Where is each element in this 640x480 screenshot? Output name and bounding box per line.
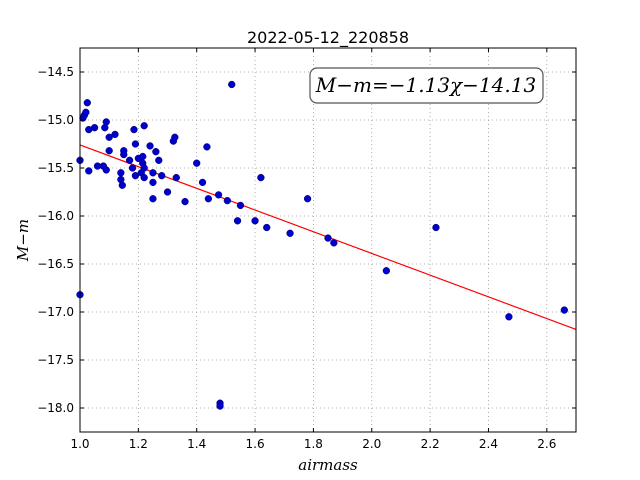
x-tick-label: 1.2 — [129, 437, 148, 451]
y-tick-label: −15.0 — [37, 113, 74, 127]
data-point — [118, 181, 126, 189]
data-point — [505, 313, 513, 321]
data-point — [172, 173, 180, 182]
equation-annotation: M−m=−1.13χ−14.13 — [309, 67, 544, 104]
data-point — [85, 167, 93, 175]
data-point — [102, 166, 110, 174]
data-point — [228, 80, 236, 89]
data-point — [105, 133, 113, 141]
data-point — [149, 178, 157, 187]
chart-title: 2022-05-12_220858 — [247, 28, 409, 48]
y-tick-label: −17.0 — [37, 305, 74, 319]
data-point — [214, 191, 223, 199]
data-point — [193, 159, 201, 167]
data-point — [130, 125, 138, 134]
data-point — [149, 169, 157, 177]
equation-text: M−m=−1.13χ−14.13 — [315, 73, 536, 97]
x-tick-label: 2.6 — [537, 437, 556, 451]
data-point — [149, 195, 157, 203]
data-point — [139, 152, 147, 161]
plot-frame — [79, 47, 577, 433]
data-point — [236, 201, 245, 210]
data-point — [111, 130, 119, 139]
data-point — [146, 142, 154, 150]
data-point — [140, 164, 148, 172]
data-point — [90, 124, 99, 132]
x-tick-label: 2.4 — [479, 437, 498, 451]
data-point — [204, 195, 213, 203]
data-point — [163, 188, 172, 196]
data-point — [223, 196, 231, 205]
data-point — [432, 223, 440, 232]
data-point — [263, 223, 271, 232]
x-tick-label: 1.0 — [70, 437, 89, 451]
data-point — [330, 239, 338, 247]
data-point — [257, 173, 265, 182]
grid-lines — [79, 48, 576, 432]
data-point — [155, 156, 163, 164]
data-point — [131, 140, 140, 148]
x-tick-label: 2.0 — [362, 437, 381, 451]
data-point — [120, 150, 128, 159]
axis-ticks: 1.0 1.2 1.4 1.6 1.8 2.0 2.2 2.4 2.6 −14.5 −15.0 −15… — [37, 48, 576, 451]
y-tick-label: −18.0 — [37, 401, 74, 415]
data-point — [324, 234, 332, 242]
data-point — [251, 217, 259, 225]
data-point — [198, 178, 207, 187]
y-tick-label: −15.5 — [37, 161, 74, 175]
x-tick-label: 1.6 — [246, 437, 265, 451]
y-tick-label: −16.5 — [37, 257, 74, 271]
data-point — [216, 402, 224, 410]
data-point — [303, 195, 312, 203]
y-tick-label: −16.0 — [37, 209, 74, 223]
data-point — [233, 217, 242, 225]
data-point — [560, 306, 568, 314]
data-point — [82, 108, 90, 116]
data-point — [128, 164, 137, 172]
data-point — [181, 197, 189, 206]
y-tick-label: −14.5 — [37, 65, 74, 79]
data-point — [125, 156, 134, 164]
y-axis-label: M−m — [14, 219, 32, 262]
data-point — [152, 148, 160, 156]
data-point — [83, 99, 91, 107]
data-point — [382, 267, 391, 275]
data-point — [102, 118, 110, 126]
data-point — [286, 229, 294, 237]
data-point — [131, 172, 140, 180]
equation-box — [309, 67, 544, 104]
data-point — [203, 143, 211, 151]
x-tick-label: 1.4 — [187, 437, 206, 451]
data-point — [158, 172, 166, 180]
data-point — [117, 169, 125, 177]
data-point — [140, 173, 148, 182]
data-point — [140, 122, 148, 130]
data-point — [105, 147, 113, 155]
x-tick-label: 2.2 — [421, 437, 440, 451]
x-axis-label: airmass — [298, 456, 358, 474]
x-tick-label: 1.8 — [304, 437, 323, 451]
y-tick-label: −17.5 — [37, 353, 74, 367]
data-point — [171, 133, 179, 141]
